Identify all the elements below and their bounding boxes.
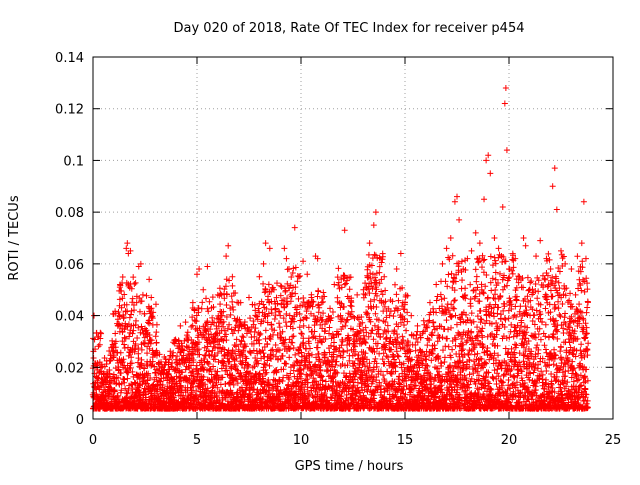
chart: 00.020.040.060.080.10.120.140510152025 D… [0, 0, 640, 480]
chart-svg: 00.020.040.060.080.10.120.140510152025 D… [0, 0, 640, 480]
